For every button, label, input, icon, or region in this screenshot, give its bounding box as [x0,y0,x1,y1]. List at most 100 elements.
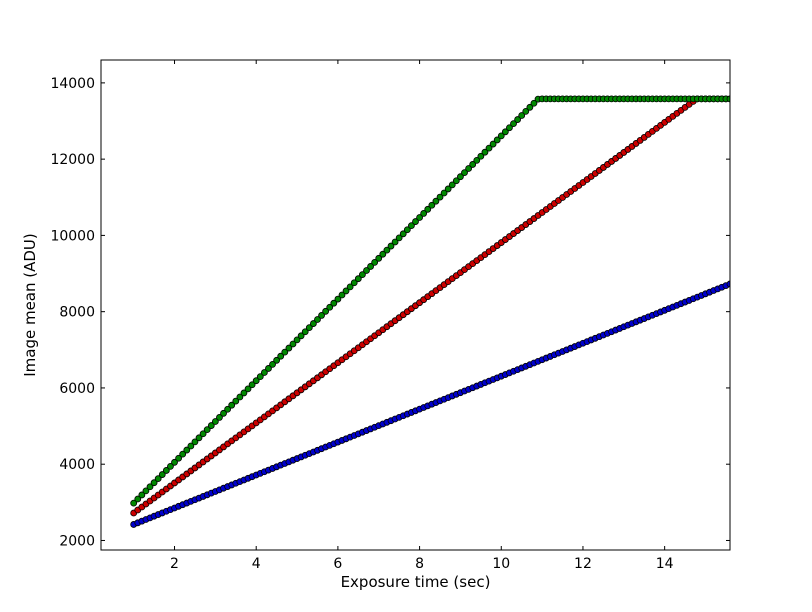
data-point [514,116,522,123]
data-point [375,254,383,262]
x-tick-label: 12 [574,556,592,572]
data-point [297,332,305,340]
data-point [158,471,166,478]
data-point [260,369,268,376]
data-point [469,161,477,168]
series-2 [130,95,730,507]
data-point [501,128,509,136]
y-tick-label: 6000 [59,381,95,397]
data-point [269,360,276,368]
data-point [138,491,146,499]
data-point [485,144,493,152]
x-tick-label: 10 [492,556,510,572]
data-point [273,356,281,364]
data-point [232,397,240,405]
data-point [228,401,236,409]
x-tick-label: 6 [333,556,342,572]
x-axis-ticks: 2 4 6 8 10 12 14 [170,60,674,572]
data-point [452,177,460,185]
data-point [436,193,444,201]
data-point [248,381,256,389]
data-point [162,467,170,474]
y-axis-label: Image mean (ADU) [21,233,39,377]
data-point [293,336,301,344]
data-point [134,495,142,503]
data-point [726,95,730,103]
data-point [305,324,313,332]
data-point [318,312,325,319]
data-point [379,250,387,258]
data-point [395,234,403,242]
data-point [399,230,407,238]
data-point [354,275,362,283]
data-point [150,479,158,487]
data-point [416,214,423,221]
y-tick-label: 10000 [50,228,95,244]
data-point [530,99,538,107]
data-point [285,344,293,352]
data-point [146,483,154,491]
data-point [199,430,207,438]
data-point [240,389,248,397]
data-point [481,148,489,156]
data-point [211,418,219,425]
data-point [526,103,534,111]
x-tick-label: 4 [252,556,261,572]
data-point [342,287,350,295]
data-point [457,173,464,181]
data-point [338,291,346,299]
data-point [387,242,395,250]
data-point [371,258,379,266]
data-point [350,279,358,287]
data-point [220,409,227,417]
data-point [358,271,366,279]
x-tick-label: 14 [656,556,674,572]
data-point [216,414,223,421]
data-point [412,218,419,225]
data-point [301,328,309,336]
data-point [518,112,526,119]
y-tick-label: 8000 [59,305,95,321]
data-marks [130,95,730,528]
data-point [346,283,354,291]
data-point [179,450,187,458]
data-point [363,267,370,274]
data-point [314,316,321,323]
series-0 [130,280,730,528]
data-point [432,197,440,205]
data-point [522,108,530,115]
data-point [224,405,232,413]
data-point [187,442,195,450]
data-point [130,499,138,507]
data-point [203,426,211,434]
data-point [142,487,150,495]
data-point [322,307,330,315]
data-point [252,377,260,385]
data-point [154,475,162,483]
data-point [167,462,174,470]
data-point [256,373,264,381]
data-point [175,454,183,462]
data-point [428,201,436,209]
data-point [726,280,730,288]
data-point [191,438,199,446]
data-point [461,169,468,177]
data-point [330,299,338,307]
data-point [510,120,517,128]
data-point [334,295,342,303]
y-tick-label: 4000 [59,457,95,473]
data-point [195,434,203,442]
data-point [281,348,289,356]
data-point [493,136,501,144]
data-point [420,210,428,217]
data-point [391,238,399,246]
data-point [424,205,432,213]
data-point [444,185,452,193]
data-point [289,340,297,348]
data-point [309,320,317,327]
data-point [465,165,473,172]
data-point [277,352,285,360]
data-point [489,140,497,148]
data-point [497,132,505,140]
